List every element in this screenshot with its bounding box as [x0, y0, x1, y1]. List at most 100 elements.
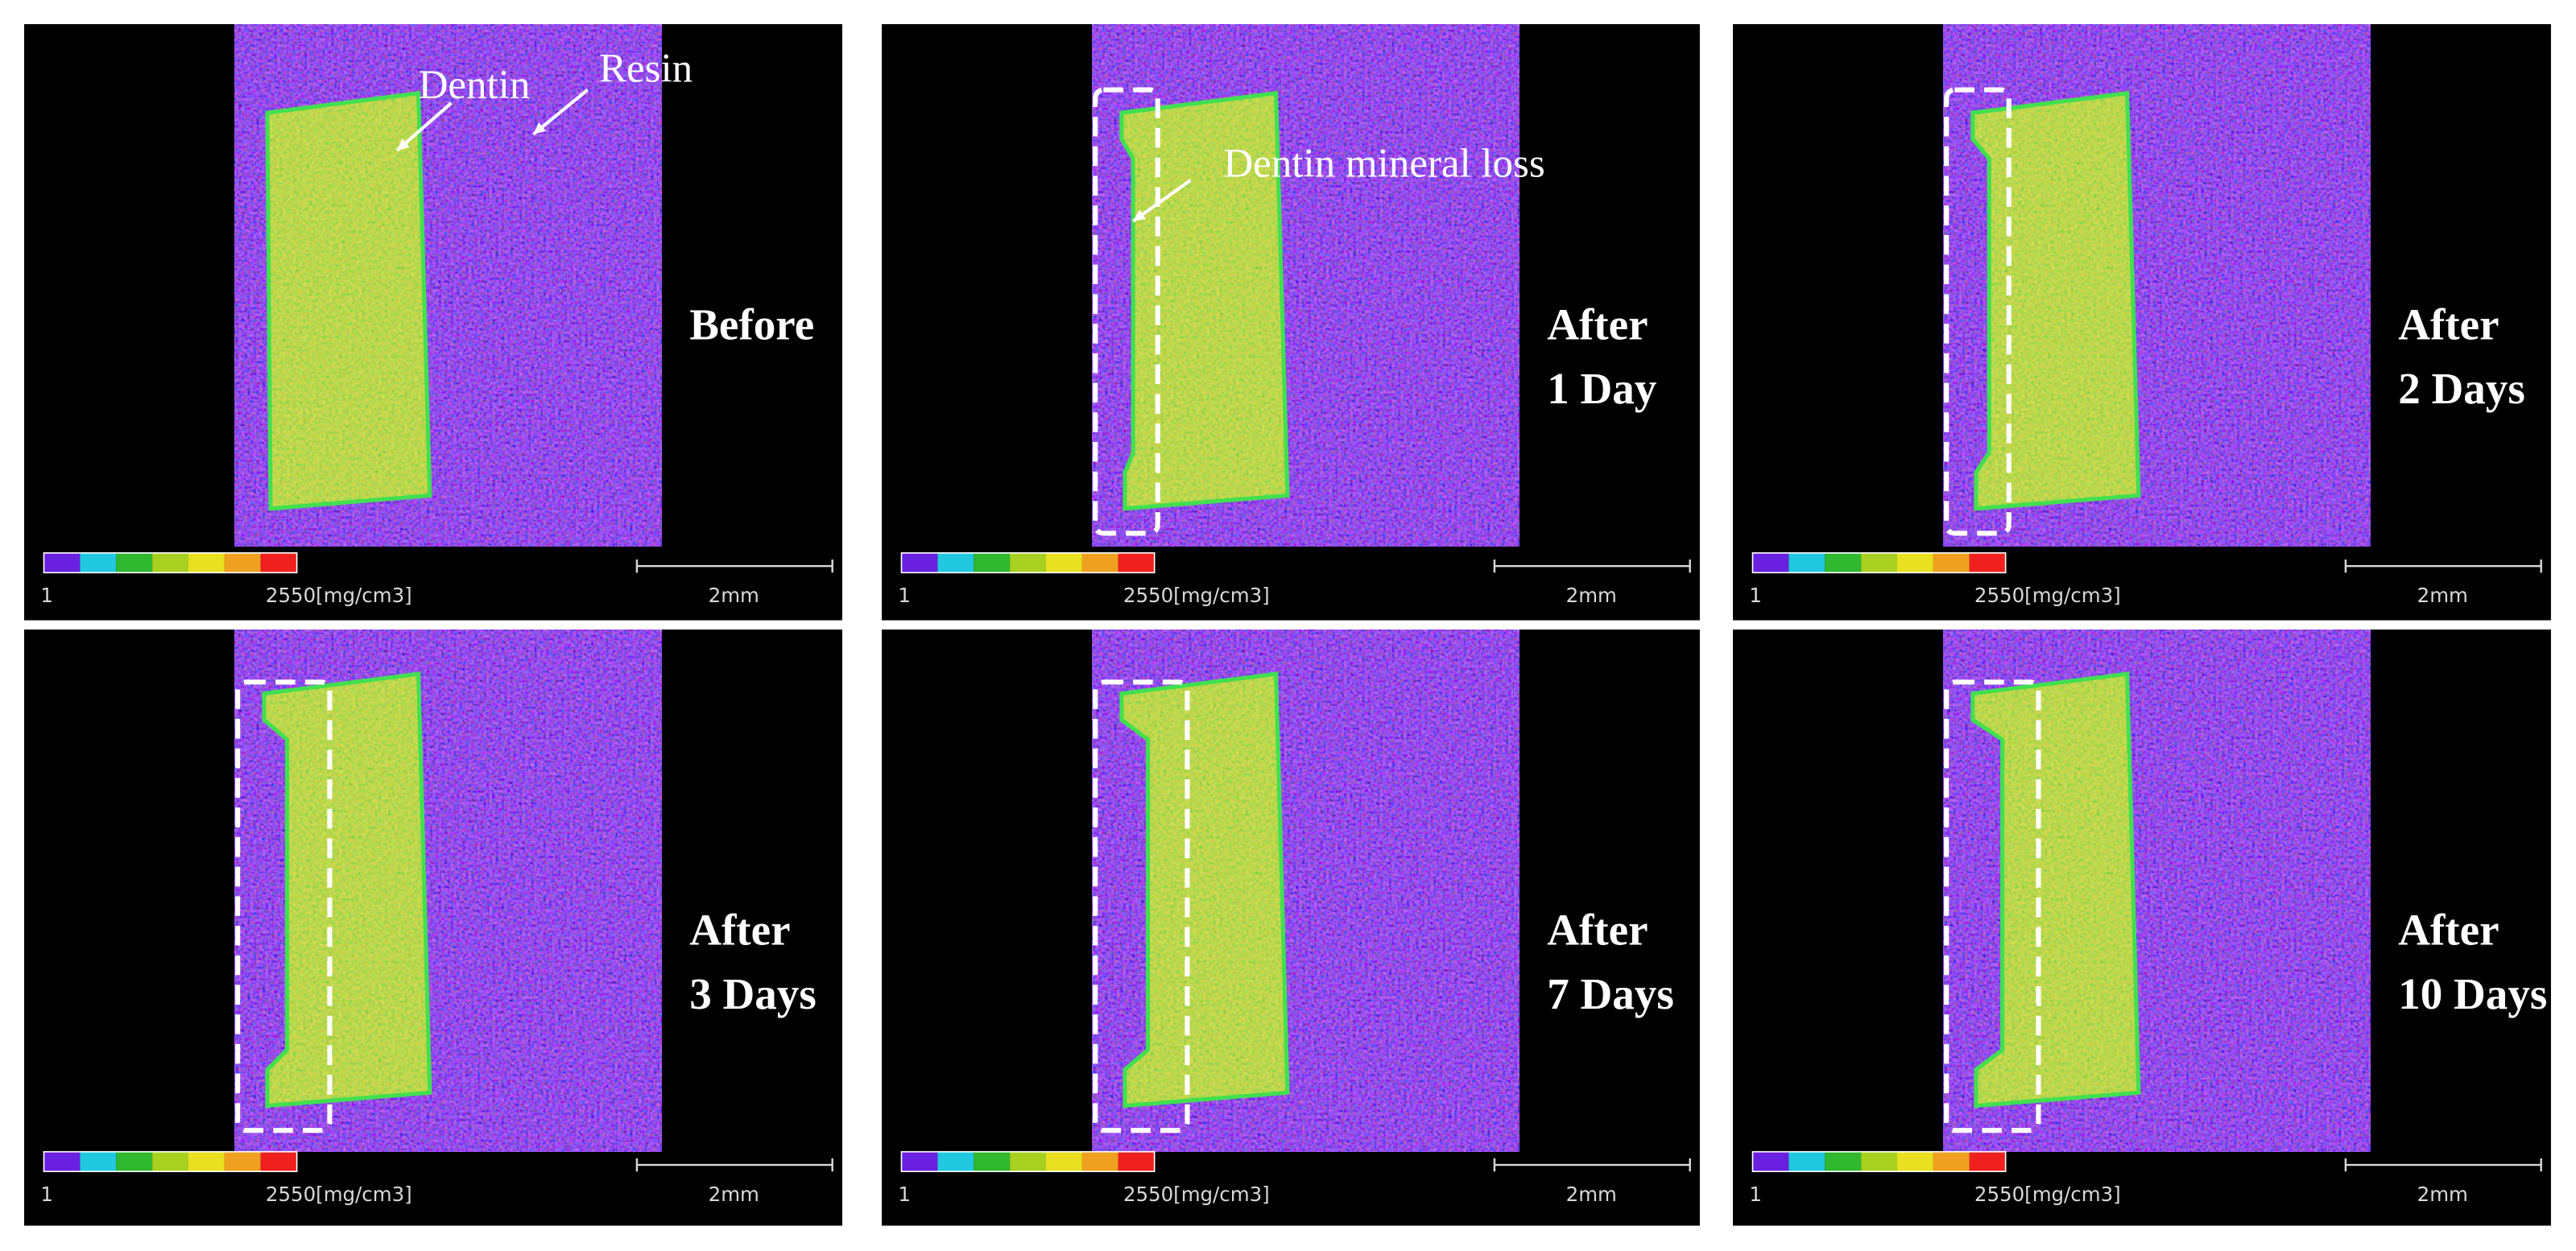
colorbar-max-label: 2550[mg/cm3] [266, 1183, 412, 1206]
colorbar-segment [260, 552, 297, 573]
colorbar-segment [1010, 552, 1046, 573]
dentin-outline [1970, 671, 2141, 1109]
colorbar-segment [1861, 552, 1897, 573]
colorbar-segment [1861, 1151, 1897, 1172]
colorbar-segment [1046, 552, 1082, 573]
colorbar-segment [152, 1151, 188, 1172]
colorbar-segment [188, 1151, 225, 1172]
colorbar-segment [1081, 1151, 1118, 1172]
colorbar-frame [1751, 552, 2007, 574]
colorbar-segment [43, 552, 81, 573]
dentin-outline [1119, 671, 1290, 1109]
colorbar-segment [1046, 1151, 1082, 1172]
colorbar-min-label: 1 [1749, 584, 1762, 607]
colorbar-max-label: 2550[mg/cm3] [1123, 1183, 1270, 1206]
condition-label: 2 Days [2398, 364, 2525, 413]
annotation-text: Dentin [419, 63, 531, 108]
scale-bar-label: 2mm [709, 584, 759, 607]
colorbar-segment [937, 1151, 974, 1172]
annotation-arrowhead [397, 138, 410, 151]
colorbar-frame [900, 1150, 1156, 1173]
colorbar-max-label: 2550[mg/cm3] [1974, 1183, 2121, 1206]
colorbar-segment [152, 552, 188, 573]
colorbar-segment [1752, 1151, 1789, 1172]
dentin-texture [267, 93, 430, 509]
scale-bar-label: 2mm [1566, 584, 1617, 607]
condition-label: After [1547, 300, 1648, 349]
colorbar-frame [900, 552, 1156, 574]
colorbar-segment [937, 552, 974, 573]
colorbar-segment [188, 552, 225, 573]
colorbar-segment [224, 552, 261, 573]
dentin-outline [1970, 90, 2141, 511]
annotation-text: Resin [599, 46, 693, 91]
colorbar-segment [901, 1151, 938, 1172]
annotation-arrowhead [1133, 209, 1147, 221]
colorbar-min-label: 1 [40, 1183, 53, 1206]
mineral-loss-box [1944, 679, 2041, 1133]
image-panel: Before Dentin Resin 1 2550[mg/cm3] 2mm [24, 24, 842, 621]
scale-bar-label: 2mm [1566, 1183, 1617, 1206]
colorbar-segment [1118, 552, 1155, 573]
colorbar-segment [116, 552, 153, 573]
colorbar-segment [1897, 552, 1933, 573]
mineral-loss-box [235, 679, 333, 1133]
colorbar-segment [260, 1151, 297, 1172]
image-panel: After 1 Day Dentin mineral loss 1 2550[mg/cm… [882, 24, 1700, 621]
dentin-outline [262, 671, 432, 1109]
colorbar-min-label: 1 [40, 584, 53, 607]
colorbar-segment [1897, 1151, 1933, 1172]
colorbar-segment [1933, 552, 1970, 573]
colorbar-min-label: 1 [898, 584, 911, 607]
dentin-texture [1972, 93, 2139, 509]
annotation-arrow [395, 101, 453, 152]
condition-label: After [689, 906, 790, 955]
condition-label: After [1547, 906, 1648, 955]
colorbar-segment [1010, 1151, 1046, 1172]
condition-label: 3 Days [689, 969, 817, 1018]
scale-bar-label: 2mm [2417, 584, 2468, 607]
colorbar-segment [43, 1151, 81, 1172]
colorbar-max-label: 2550[mg/cm3] [1123, 584, 1270, 607]
dentin-outline [265, 90, 432, 511]
colorbar-segment [974, 1151, 1011, 1172]
dentin-texture [1121, 93, 1288, 509]
colorbar-frame [1751, 1150, 2007, 1173]
colorbar-segment [80, 1151, 117, 1172]
condition-label: After [2398, 300, 2499, 349]
colorbar-max-label: 2550[mg/cm3] [1974, 584, 2121, 607]
colorbar-segment [1081, 552, 1118, 573]
colorbar-segment [1969, 552, 2006, 573]
colorbar-segment [80, 552, 117, 573]
scale-bar-label: 2mm [2417, 1183, 2468, 1206]
mineral-loss-box [1093, 679, 1190, 1133]
colorbar-segment [901, 552, 938, 573]
dentin-outline [1119, 90, 1290, 511]
colorbar-segment [1825, 552, 1862, 573]
colorbar-segment [224, 1151, 261, 1172]
condition-label: After [2398, 906, 2499, 955]
image-panel: After 2 Days 1 2550[mg/cm3] 2mm [1733, 24, 2551, 621]
scale-bar-label: 2mm [709, 1183, 759, 1206]
colorbar-min-label: 1 [1749, 1183, 1762, 1206]
colorbar-min-label: 1 [898, 1183, 911, 1206]
annotation-arrowhead [533, 122, 547, 134]
colorbar-segment [116, 1151, 153, 1172]
dentin-texture [263, 674, 430, 1106]
colorbar-segment [1752, 552, 1789, 573]
colorbar-segment [1788, 552, 1826, 573]
condition-label: 7 Days [1547, 969, 1674, 1018]
image-panel: After 3 Days 1 2550[mg/cm3] 2mm [24, 630, 842, 1226]
colorbar-segment [1788, 1151, 1826, 1172]
colorbar-segment [1969, 1151, 2006, 1172]
colorbar-segment [1933, 1151, 1970, 1172]
colorbar-frame [43, 1150, 298, 1173]
colorbar-segment [1825, 1151, 1862, 1172]
mineral-loss-box [1093, 87, 1160, 536]
mineral-loss-box [1944, 87, 2012, 536]
condition-label: 1 Day [1547, 364, 1656, 413]
colorbar-segment [1118, 1151, 1155, 1172]
colorbar-frame [43, 552, 298, 574]
